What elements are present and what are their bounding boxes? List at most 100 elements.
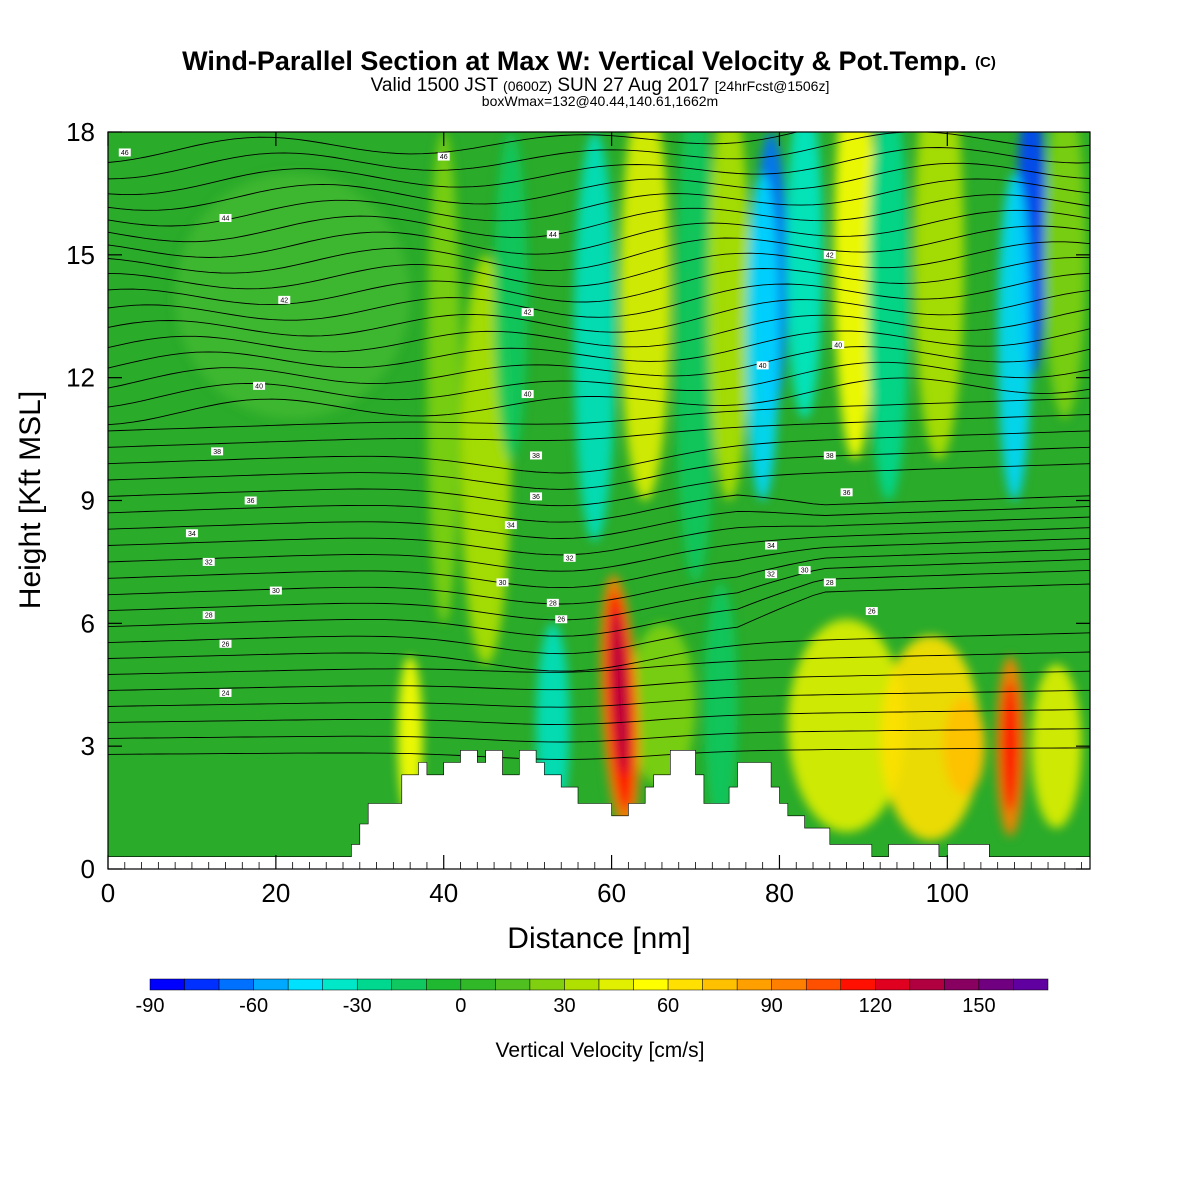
colorbar-swatch — [944, 978, 980, 991]
colorbar-tick-label: -30 — [343, 995, 372, 1017]
contour-label-text: 40 — [834, 342, 842, 349]
contour-label: 34 — [185, 529, 198, 538]
contour-label: 44 — [546, 230, 559, 239]
x-axis: 0 20 40 60 80 100 — [101, 132, 1083, 908]
x-tick-label: 0 — [101, 878, 115, 908]
colorbar-swatch — [667, 978, 703, 991]
contour-label: 38 — [823, 451, 836, 460]
contour-label-group: 46 46 44 44 42 42 42 40 40 40 40 38 38 38 36 36 36 34 34 34… — [118, 148, 878, 697]
contour-label: 36 — [840, 488, 853, 497]
contour-label-text: 36 — [843, 490, 851, 497]
contour-label-text: 40 — [255, 383, 263, 390]
colorbar-swatch — [356, 978, 393, 991]
contour-label: 28 — [546, 598, 559, 607]
x-tick-label: 40 — [429, 878, 458, 908]
contour-label-text: 44 — [222, 215, 230, 222]
contour-label: 34 — [504, 521, 517, 530]
contour-label: 28 — [202, 611, 215, 620]
contour-label-text: 34 — [767, 543, 775, 550]
colorbar-swatch — [840, 978, 876, 991]
contour-label: 26 — [555, 615, 568, 624]
chart-title-text: Wind-Parallel Section at Max W: Vertical… — [182, 46, 967, 76]
contour-label: 28 — [823, 578, 836, 587]
contour-label: 42 — [521, 308, 534, 317]
colorbar-tick-label: -90 — [136, 995, 165, 1017]
contour-label-text: 40 — [759, 363, 767, 370]
x-tick-label: 100 — [926, 878, 969, 908]
contour-label: 40 — [521, 390, 534, 399]
contour-label-text: 30 — [499, 580, 507, 587]
colorbar — [149, 978, 1049, 991]
forecast-info: [24hrFcst@1506z] — [715, 78, 830, 94]
contour-label-text: 44 — [549, 232, 557, 239]
contour-label-text: 32 — [767, 572, 775, 579]
colorbar-tick-label: 0 — [455, 995, 466, 1017]
contour-label: 38 — [211, 447, 224, 456]
contour-label: 26 — [219, 639, 232, 648]
x-tick-label: 20 — [261, 878, 290, 908]
colorbar-title: Vertical Velocity [cm/s] — [496, 1039, 705, 1062]
x-axis-title: Distance [nm] — [507, 922, 690, 955]
valid-prefix: Valid 1500 JST — [371, 75, 499, 96]
contour-label-text: 26 — [868, 609, 876, 616]
y-axis-title: Height [Kft MSL] — [14, 391, 47, 609]
contour-label: 46 — [118, 148, 131, 157]
plot-area: 46 46 44 44 42 42 42 40 40 40 40 38 38 38 36 36 36 34 34 34… — [108, 132, 1090, 869]
contour-label-text: 28 — [826, 580, 834, 587]
x-tick-label: 80 — [765, 878, 794, 908]
colorbar-swatch — [460, 978, 496, 991]
colorbar-swatch — [805, 978, 842, 991]
boxwmax-line: boxWmax=132@40.44,140.61,1662m — [482, 93, 718, 109]
valid-time-line: Valid 1500 JST (0600Z) SUN 27 Aug 2017 [… — [371, 75, 830, 96]
y-tick-label: 0 — [81, 854, 95, 884]
valid-date: SUN 27 Aug 2017 — [557, 75, 709, 96]
colorbar-swatch — [426, 978, 462, 991]
contour-label: 46 — [437, 152, 450, 161]
contour-label-text: 28 — [549, 600, 557, 607]
contour-label: 30 — [269, 586, 282, 595]
y-tick-label: 3 — [81, 731, 95, 761]
colorbar-tick-label: -60 — [239, 995, 268, 1017]
colorbar-ticks: -90 -60 -30 0 30 60 90 120 150 — [136, 995, 996, 1017]
contour-label-text: 46 — [121, 150, 129, 157]
valid-zulu: (0600Z) — [503, 78, 552, 94]
colorbar-swatch — [1013, 978, 1049, 991]
contour-label-text: 38 — [532, 453, 540, 460]
contour-label-text: 30 — [801, 568, 809, 575]
colorbar-swatch — [322, 978, 358, 991]
contour-label: 32 — [202, 557, 215, 566]
colorbar-swatch — [736, 978, 772, 991]
colorbar-swatch — [978, 978, 1014, 991]
contour-label: 40 — [253, 381, 266, 390]
potential-temperature-contours — [108, 132, 1090, 760]
y-tick-label: 9 — [81, 486, 95, 516]
contour-label-text: 42 — [524, 310, 532, 317]
colorbar-swatch — [771, 978, 807, 991]
contour-label-text: 38 — [826, 453, 834, 460]
colorbar-swatch — [495, 978, 531, 991]
contour-label-text: 36 — [247, 498, 255, 505]
contour-label: 42 — [823, 250, 836, 259]
contour-label-text: 42 — [280, 297, 288, 304]
contour-label: 32 — [765, 570, 778, 579]
contour-label: 30 — [496, 578, 509, 587]
contour-label-text: 26 — [222, 641, 230, 648]
colorbar-swatch — [633, 978, 669, 991]
colorbar-tick-label: 60 — [657, 995, 679, 1017]
contour-label: 36 — [244, 496, 257, 505]
colorbar-swatch — [564, 978, 600, 991]
colorbar-tick-label: 150 — [962, 995, 995, 1017]
contour-label: 44 — [219, 213, 232, 222]
colorbar-swatch — [218, 978, 254, 991]
colorbar-tick-label: 90 — [761, 995, 783, 1017]
contour-label-text: 30 — [272, 588, 280, 595]
contour-label-text: 24 — [222, 690, 230, 697]
y-tick-label: 18 — [66, 117, 95, 147]
contour-label: 42 — [278, 295, 291, 304]
contour-label: 24 — [219, 688, 232, 697]
contour-label-text: 46 — [440, 154, 448, 161]
contour-label-text: 38 — [213, 449, 221, 456]
colorbar-tick-label: 120 — [859, 995, 892, 1017]
